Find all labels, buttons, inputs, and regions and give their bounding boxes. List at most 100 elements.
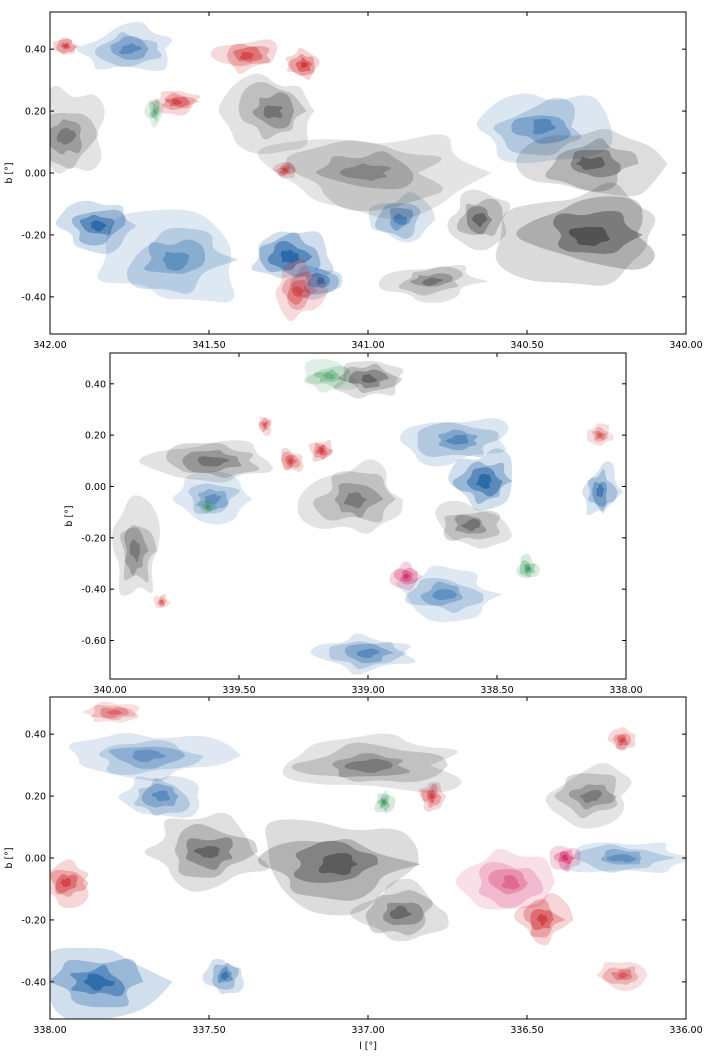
x-tick-label: 338.00 — [609, 685, 642, 696]
gray-emission-clump-14-level-0 — [265, 819, 419, 916]
gray-emission-clump-17-level-0 — [282, 733, 462, 793]
blue-emission-clump-4-level-3 — [533, 118, 556, 135]
red-emission-clump-7-level-2 — [233, 46, 263, 63]
blue-emission-clump-2-level-3 — [151, 790, 170, 802]
blue-emission-clump-2-level-0 — [290, 265, 343, 300]
green-emission-clump-14-level-1 — [201, 501, 215, 513]
blue-emission-clump-3-level-3 — [606, 854, 638, 863]
green-emission-clump-13-level-3 — [323, 372, 336, 379]
red-emission-clump-7-level-0 — [210, 39, 278, 75]
blue-emission-clump-3-level-3 — [118, 43, 142, 55]
y-tick-label: 0.00 — [25, 854, 46, 865]
blue-emission-clump-5-level-2 — [196, 488, 229, 511]
gray-emission-clump-17-level-3 — [461, 518, 481, 532]
blue-emission-clump-1-level-3 — [596, 483, 605, 498]
red-emission-clump-7-level-3 — [536, 913, 549, 926]
gray-emission-clump-18-level-2 — [568, 784, 617, 810]
x-tick-label: 340.50 — [510, 340, 543, 351]
red-emission-clump-10-level-2 — [100, 707, 129, 719]
blue-emission-clump-4-level-2 — [108, 746, 186, 769]
gray-emission-clump-17-level-0 — [447, 189, 511, 251]
gray-emission-clump-18-level-2 — [334, 483, 384, 518]
gray-emission-clump-14-level-1 — [516, 196, 655, 270]
blue-emission-clump-2-level-2 — [438, 429, 478, 451]
green-emission-clump-12-level-3 — [525, 566, 531, 572]
gray-emission-clump-20-level-3 — [421, 277, 443, 286]
blue-emission-clump-2-level-0 — [399, 418, 509, 467]
gray-emission-clump-18-level-0 — [545, 762, 632, 829]
red-emission-clump-10-level-0 — [82, 701, 140, 723]
red-emission-clump-9-level-0 — [150, 91, 201, 116]
red-emission-clump-7-level-3 — [240, 51, 254, 60]
red-emission-clump-7-level-2 — [284, 455, 298, 468]
y-tick-label: -0.40 — [21, 977, 46, 988]
gray-emission-clump-16-level-2 — [182, 449, 242, 473]
blue-emission-clump-2-level-1 — [134, 777, 190, 816]
gray-emission-clump-19-level-1 — [50, 112, 99, 169]
gray-emission-clump-17-level-2 — [454, 514, 487, 534]
y-tick-label: 0.20 — [25, 107, 46, 118]
gray-emission-clump-14-level-0 — [495, 182, 656, 286]
gray-emission-clump-19-level-2 — [124, 527, 149, 576]
red-emission-clump-7-level-1 — [227, 43, 271, 67]
gray-emission-clump-17-level-0 — [435, 500, 512, 549]
red-emission-clump-5-level-2 — [55, 873, 78, 894]
clump-layer — [112, 359, 623, 675]
gray-emission-clump-19-level-0 — [50, 85, 105, 174]
red-emission-clump-7-level-3 — [288, 457, 294, 465]
red-emission-clump-11-level-3 — [291, 286, 305, 297]
gray-emission-clump-18-level-1 — [554, 773, 618, 819]
blue-emission-clump-5-level-1 — [188, 483, 240, 515]
gray-emission-clump-15-level-0 — [516, 129, 668, 197]
y-tick-label: -0.20 — [81, 533, 106, 544]
blue-emission-clump-4-level-1 — [99, 739, 204, 776]
green-emission-clump-14-level-3 — [206, 505, 210, 509]
purple-emission-clump-11-level-3 — [402, 573, 410, 580]
gray-emission-clump-14-level-2 — [293, 840, 378, 883]
blue-emission-clump-1-level-3 — [220, 971, 230, 980]
gray-emission-clump-16-level-2 — [382, 902, 424, 926]
panel-bottom: 338.00 337.50 337.00 336.50 336.00 0.400.200… — [4, 696, 703, 1052]
gray-emission-clump-17-level-1 — [443, 510, 501, 541]
gray-emission-clump-19-level-3 — [129, 539, 140, 563]
gray-emission-clump-19-level-0 — [112, 495, 160, 596]
red-emission-clump-10-level-1 — [276, 162, 297, 177]
red-emission-clump-12-level-3 — [63, 44, 69, 48]
gray-emission-clump-15-level-0 — [333, 360, 404, 399]
red-emission-clump-9-level-2 — [595, 430, 607, 440]
green-emission-clump-13-level-1 — [306, 366, 350, 388]
gray-emission-clump-15-level-2 — [348, 369, 390, 389]
blue-emission-clump-1-level-1 — [212, 962, 240, 990]
gray-emission-clump-17-level-3 — [472, 213, 488, 227]
blue-emission-clump-2-level-3 — [316, 277, 326, 285]
y-axis: 0.40 0.20 0.00 -0.20 -0.40 — [21, 730, 686, 988]
blue-emission-clump-3-level-3 — [356, 648, 380, 659]
blue-emission-clump-5-level-3 — [204, 493, 222, 505]
purple-emission-clump-12-level-2 — [488, 869, 529, 895]
clump-layer — [50, 701, 686, 1019]
x-tick-label: 342.00 — [33, 340, 66, 351]
gray-emission-clump-20-level-2 — [410, 273, 453, 287]
red-emission-clump-9-level-1 — [602, 966, 639, 985]
red-emission-clump-8-level-1 — [612, 732, 632, 751]
y-tick-label: -0.40 — [21, 292, 46, 303]
plot-frame — [49, 11, 687, 335]
x-tick-label: 337.50 — [192, 1025, 225, 1036]
y-tick-label: 0.40 — [25, 730, 46, 741]
red-emission-clump-8-level-0 — [258, 416, 272, 437]
red-emission-clump-9-level-2 — [610, 969, 633, 981]
gray-emission-clump-16-level-3 — [197, 456, 231, 467]
gray-emission-clump-16-level-0 — [139, 440, 274, 483]
gray-emission-clump-18-level-1 — [285, 140, 443, 212]
red-emission-clump-10-level-2 — [159, 599, 165, 606]
x-tick-label: 340.00 — [93, 685, 126, 696]
panel-middle: 340.00 339.50 339.00 338.50 338.00 0.400.200… — [64, 352, 643, 696]
blue-emission-clump-3-level-0 — [76, 21, 173, 71]
red-emission-clump-5-level-1 — [50, 870, 89, 897]
gray-emission-clump-18-level-3 — [579, 789, 602, 803]
x-tick-label: 341.50 — [192, 340, 225, 351]
x-tick-label: 339.50 — [222, 685, 255, 696]
gray-emission-clump-14-level-2 — [553, 210, 643, 254]
gray-emission-clump-17-level-1 — [456, 198, 503, 236]
